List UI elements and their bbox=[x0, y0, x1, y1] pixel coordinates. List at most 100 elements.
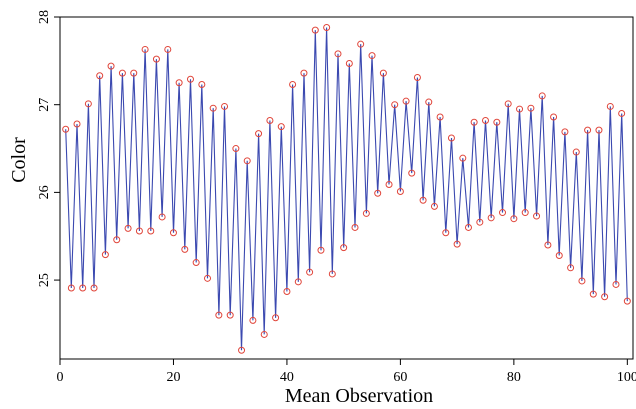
x-tick-label: 0 bbox=[57, 370, 64, 385]
data-point bbox=[430, 202, 438, 210]
data-point bbox=[209, 104, 217, 112]
data-point bbox=[612, 280, 620, 288]
data-point bbox=[618, 109, 626, 117]
data-point bbox=[527, 104, 535, 112]
data-point bbox=[226, 311, 234, 319]
data-point bbox=[470, 118, 478, 126]
data-point bbox=[402, 97, 410, 105]
y-axis: 25 26 27 28 bbox=[37, 10, 60, 287]
data-point bbox=[124, 224, 132, 232]
data-point bbox=[96, 72, 104, 80]
data-point bbox=[510, 215, 518, 223]
data-point bbox=[419, 196, 427, 204]
data-point bbox=[130, 69, 138, 77]
data-point bbox=[425, 98, 433, 106]
data-point bbox=[62, 125, 70, 133]
data-point bbox=[595, 126, 603, 134]
data-point bbox=[572, 148, 580, 156]
data-point bbox=[453, 240, 461, 248]
data-point bbox=[601, 293, 609, 301]
data-point bbox=[186, 75, 194, 83]
data-point bbox=[561, 128, 569, 136]
data-point bbox=[345, 59, 353, 67]
data-point bbox=[164, 45, 172, 53]
data-point bbox=[351, 223, 359, 231]
data-point bbox=[141, 45, 149, 53]
data-point bbox=[266, 116, 274, 124]
data-point bbox=[476, 218, 484, 226]
series-line bbox=[65, 27, 628, 351]
y-tick-label: 25 bbox=[37, 273, 52, 287]
x-tick-label: 100 bbox=[617, 370, 636, 385]
data-point bbox=[255, 130, 263, 138]
data-point bbox=[249, 316, 257, 324]
data-point bbox=[79, 284, 87, 292]
x-tick-label: 80 bbox=[507, 370, 521, 385]
data-point bbox=[362, 209, 370, 217]
data-point bbox=[487, 214, 495, 222]
x-axis: 0 20 40 60 80 100 bbox=[57, 359, 636, 385]
data-point bbox=[328, 270, 336, 278]
data-point bbox=[243, 157, 251, 165]
data-point bbox=[368, 52, 376, 60]
data-point bbox=[232, 145, 240, 153]
data-point bbox=[306, 268, 314, 276]
data-point bbox=[147, 227, 155, 235]
data-point bbox=[300, 69, 308, 77]
data-point bbox=[192, 259, 200, 267]
data-point bbox=[198, 81, 206, 89]
data-point bbox=[538, 92, 546, 100]
data-point bbox=[152, 55, 160, 63]
data-point bbox=[294, 278, 302, 286]
data-point bbox=[413, 74, 421, 82]
data-point bbox=[118, 69, 126, 77]
data-point bbox=[442, 229, 450, 237]
data-point bbox=[385, 180, 393, 188]
data-point bbox=[204, 274, 212, 282]
data-point bbox=[567, 264, 575, 272]
data-point bbox=[606, 102, 614, 110]
y-tick-label: 27 bbox=[37, 98, 52, 112]
data-point bbox=[334, 50, 342, 58]
data-point bbox=[533, 212, 541, 220]
series-markers bbox=[62, 24, 631, 354]
plot-frame bbox=[59, 16, 634, 360]
data-point bbox=[391, 101, 399, 109]
data-point bbox=[158, 213, 166, 221]
data-point bbox=[175, 79, 183, 87]
data-point bbox=[221, 102, 229, 110]
y-tick-label: 28 bbox=[37, 10, 52, 24]
data-point bbox=[623, 297, 631, 305]
data-point bbox=[521, 209, 529, 217]
data-point bbox=[67, 284, 75, 292]
x-axis-label: Mean Observation bbox=[285, 385, 433, 407]
x-tick-label: 20 bbox=[166, 370, 180, 385]
data-point bbox=[169, 229, 177, 237]
data-point bbox=[578, 277, 586, 285]
data-point bbox=[113, 236, 121, 244]
data-point bbox=[90, 284, 98, 292]
data-point bbox=[374, 189, 382, 197]
data-point bbox=[544, 241, 552, 249]
data-point bbox=[379, 69, 387, 77]
data-point bbox=[107, 62, 115, 70]
data-point bbox=[323, 24, 331, 32]
data-point bbox=[357, 40, 365, 48]
data-point bbox=[436, 113, 444, 121]
x-tick-label: 60 bbox=[393, 370, 407, 385]
data-point bbox=[317, 246, 325, 254]
y-tick-label: 26 bbox=[37, 185, 52, 199]
data-point bbox=[516, 105, 524, 113]
data-point bbox=[447, 134, 455, 142]
data-point bbox=[73, 120, 81, 128]
data-point bbox=[272, 314, 280, 322]
data-point bbox=[340, 244, 348, 252]
data-point bbox=[459, 154, 467, 162]
data-point bbox=[283, 287, 291, 295]
data-point bbox=[481, 116, 489, 124]
data-point bbox=[289, 81, 297, 89]
data-point bbox=[584, 126, 592, 134]
data-point bbox=[215, 311, 223, 319]
